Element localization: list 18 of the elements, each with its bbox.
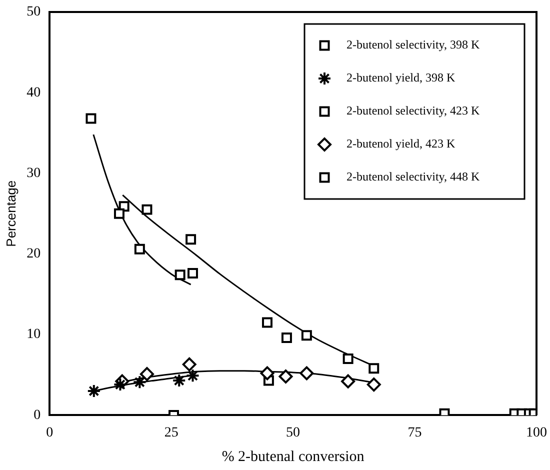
- x-axis-title: % 2-butenal conversion: [222, 448, 365, 465]
- y-tick-label: 30: [26, 166, 41, 181]
- y-tick-label: 10: [26, 327, 41, 342]
- y-tick-label: 20: [26, 246, 41, 262]
- legend-label: 2-butenol yield, 423 K: [346, 136, 456, 151]
- legend-label: 2-butenol yield, 398 K: [346, 70, 456, 85]
- x-tick-label: 25: [164, 425, 178, 440]
- legend-label: 2-butenol selectivity, 398 K: [346, 38, 480, 52]
- y-tick-label: 40: [26, 85, 41, 100]
- x-tick-label: 50: [286, 425, 300, 440]
- y-tick-label: 0: [34, 408, 41, 423]
- x-tick-label: 100: [526, 425, 547, 440]
- legend-label: 2-butenol selectivity, 423 K: [346, 104, 480, 118]
- y-tick-label: 50: [26, 4, 41, 20]
- y-axis-title: Percentage: [3, 180, 18, 247]
- legend-label: 2-butenol selectivity, 448 K: [346, 170, 480, 184]
- x-tick-label: 75: [408, 425, 422, 440]
- x-tick-label: 0: [46, 425, 54, 440]
